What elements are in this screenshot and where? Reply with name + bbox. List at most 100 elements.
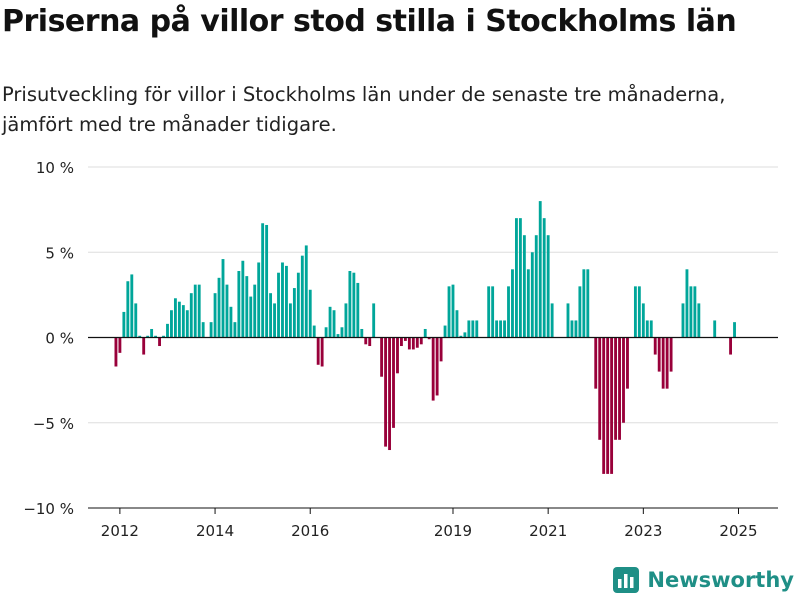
bar <box>415 337 419 348</box>
bar <box>352 272 356 338</box>
bar <box>356 282 360 338</box>
bar <box>380 337 384 377</box>
bar <box>471 320 475 338</box>
bar <box>475 320 479 338</box>
bar <box>689 286 693 338</box>
bar <box>534 235 538 338</box>
bar <box>467 320 471 338</box>
bar <box>459 335 463 338</box>
bar <box>396 337 399 374</box>
last-value-label: 0 % <box>730 0 759 4</box>
bar <box>213 293 217 338</box>
y-axis-tick-labels: 10 % 5 % 0 % −5 % −10 % <box>23 159 74 518</box>
bar <box>419 337 423 345</box>
bar <box>618 337 621 440</box>
bar <box>324 327 328 338</box>
annotations: 0 % <box>730 0 759 4</box>
newsworthy-logo: Newsworthy <box>613 566 794 594</box>
bar <box>368 337 372 347</box>
bar <box>439 337 443 362</box>
bar <box>277 272 280 338</box>
bar <box>606 337 610 474</box>
bar <box>582 269 586 338</box>
bar <box>384 337 388 447</box>
bar <box>281 262 284 338</box>
bar <box>566 303 570 338</box>
bar <box>229 306 233 338</box>
bar <box>118 337 122 353</box>
y-tick-label: 5 % <box>45 244 74 262</box>
bar <box>197 284 201 338</box>
bar <box>185 310 189 338</box>
bar <box>511 269 514 338</box>
bar <box>411 337 415 350</box>
bar <box>296 272 300 338</box>
x-tick-label: 2014 <box>196 522 234 540</box>
x-tick-label: 2021 <box>529 522 567 540</box>
bar <box>427 337 431 340</box>
bar <box>348 271 352 338</box>
bar <box>641 303 645 338</box>
bar <box>423 328 427 338</box>
bar <box>265 224 269 338</box>
bar <box>661 337 665 389</box>
bar <box>177 301 181 338</box>
bar <box>158 337 161 347</box>
bar <box>304 245 308 338</box>
bar <box>586 269 590 338</box>
bar <box>507 286 510 338</box>
bar <box>221 259 225 338</box>
bar <box>530 252 534 338</box>
bar <box>431 337 435 401</box>
bar <box>336 334 340 338</box>
bar <box>403 337 407 341</box>
y-tick-label: −10 % <box>23 500 74 518</box>
bar <box>257 262 261 338</box>
bar <box>360 328 364 338</box>
bar <box>570 320 574 338</box>
bar <box>225 284 229 338</box>
bar <box>392 337 395 428</box>
x-tick-label: 2016 <box>291 522 329 540</box>
bar <box>181 305 185 338</box>
chart-title: Priserna på villor stod stilla i Stockho… <box>2 4 737 39</box>
bar <box>542 218 546 338</box>
bar <box>522 235 526 338</box>
bar <box>126 281 130 338</box>
bar <box>150 328 154 338</box>
bar <box>487 286 491 338</box>
bar <box>201 322 205 338</box>
bar <box>388 337 391 451</box>
bar <box>649 320 653 338</box>
x-axis-tick-labels: 2012 2014 2016 2019 2021 2023 2025 <box>101 508 758 540</box>
bar <box>372 303 376 338</box>
bar <box>292 288 296 338</box>
bar <box>455 310 459 338</box>
bar <box>443 325 447 338</box>
bar <box>170 310 173 338</box>
bar <box>503 320 506 338</box>
bar <box>273 303 276 338</box>
bar <box>499 320 503 338</box>
y-tick-label: 10 % <box>36 159 74 177</box>
bar <box>253 284 257 338</box>
bar <box>645 320 649 338</box>
bar <box>602 337 606 474</box>
bar <box>193 284 197 338</box>
bar <box>665 337 669 389</box>
bar <box>451 284 455 338</box>
bar <box>447 286 451 338</box>
bar <box>637 286 641 338</box>
bar <box>241 260 245 338</box>
bar <box>657 337 661 372</box>
bar <box>526 269 530 338</box>
chart-subtitle: Prisutveckling för villor i Stockholms l… <box>2 83 726 136</box>
bar <box>550 303 554 338</box>
bar <box>138 335 142 338</box>
bar <box>515 218 518 338</box>
bar <box>697 303 701 338</box>
bar <box>312 325 316 338</box>
bar <box>578 286 582 338</box>
bar <box>364 337 368 345</box>
x-tick-label: 2023 <box>624 522 662 540</box>
